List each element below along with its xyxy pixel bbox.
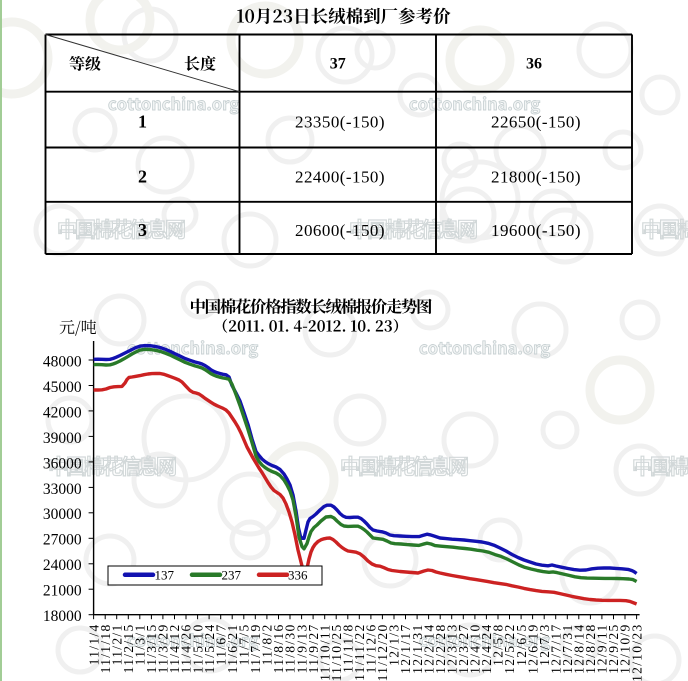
- svg-text:12/6/19: 12/6/19: [525, 624, 540, 674]
- svg-text:33000: 33000: [43, 481, 82, 498]
- svg-text:12/8/14: 12/8/14: [572, 624, 587, 674]
- svg-text:12/3/13: 12/3/13: [444, 624, 459, 674]
- svg-text:12/10/23: 12/10/23: [629, 624, 644, 681]
- svg-text:11/4/12: 11/4/12: [167, 624, 182, 674]
- svg-text:11/12/6: 11/12/6: [364, 624, 379, 674]
- svg-text:12/9/11: 12/9/11: [595, 624, 610, 674]
- svg-text:12/1/31: 12/1/31: [410, 624, 425, 674]
- svg-text:20600(-150): 20600(-150): [295, 221, 385, 240]
- svg-text:11/3/15: 11/3/15: [144, 624, 159, 674]
- svg-text:11/2/15: 11/2/15: [121, 624, 136, 674]
- svg-text:23350(-150): 23350(-150): [295, 113, 385, 132]
- svg-text:237: 237: [222, 567, 242, 582]
- svg-text:42000: 42000: [43, 404, 82, 421]
- svg-text:11/11/22: 11/11/22: [352, 624, 367, 681]
- svg-text:22400(-150): 22400(-150): [295, 168, 385, 187]
- svg-text:30000: 30000: [43, 506, 82, 523]
- svg-text:11/10/25: 11/10/25: [329, 624, 344, 681]
- svg-text:11/3/1: 11/3/1: [133, 624, 148, 666]
- svg-text:11/3/29: 11/3/29: [156, 624, 171, 674]
- svg-text:12/5/8: 12/5/8: [491, 624, 506, 666]
- svg-text:36000: 36000: [43, 455, 82, 472]
- svg-text:11/7/5: 11/7/5: [237, 624, 252, 666]
- svg-text:12/6/5: 12/6/5: [514, 624, 529, 666]
- svg-text:27000: 27000: [43, 532, 82, 549]
- svg-text:12/2/28: 12/2/28: [433, 624, 448, 674]
- svg-text:11/1/4: 11/1/4: [86, 624, 101, 666]
- svg-text:48000: 48000: [43, 353, 82, 370]
- svg-text:11/6/21: 11/6/21: [225, 624, 240, 674]
- svg-text:11/8/16: 11/8/16: [271, 624, 286, 674]
- svg-text:336: 336: [288, 567, 308, 582]
- svg-text:36: 36: [526, 56, 542, 73]
- svg-text:12/5/22: 12/5/22: [502, 624, 517, 674]
- svg-text:22650(-150): 22650(-150): [491, 113, 581, 132]
- svg-text:12/4/10: 12/4/10: [468, 624, 483, 674]
- svg-text:137: 137: [155, 567, 175, 582]
- svg-text:11/8/30: 11/8/30: [283, 624, 298, 674]
- svg-text:11/9/27: 11/9/27: [306, 624, 321, 674]
- svg-text:11/2/1: 11/2/1: [109, 624, 124, 666]
- svg-text:1: 1: [138, 112, 147, 132]
- svg-text:19600(-150): 19600(-150): [491, 221, 581, 240]
- svg-text:11/9/13: 11/9/13: [294, 624, 309, 674]
- svg-text:12/7/31: 12/7/31: [560, 624, 575, 674]
- svg-text:12/2/14: 12/2/14: [421, 624, 436, 674]
- svg-text:12/1/17: 12/1/17: [398, 624, 413, 674]
- svg-text:11/12/20: 11/12/20: [375, 624, 390, 681]
- svg-text:3: 3: [138, 220, 147, 240]
- svg-text:11/1/18: 11/1/18: [98, 624, 113, 674]
- svg-text:12/9/25: 12/9/25: [606, 624, 621, 674]
- svg-text:11/5/10: 11/5/10: [190, 624, 205, 674]
- svg-text:11/8/2: 11/8/2: [260, 624, 275, 666]
- svg-text:11/5/24: 11/5/24: [202, 624, 217, 674]
- svg-text:12/4/24: 12/4/24: [479, 624, 494, 674]
- svg-text:11/7/19: 11/7/19: [248, 624, 263, 674]
- svg-text:11/4/26: 11/4/26: [179, 624, 194, 674]
- svg-text:18000: 18000: [43, 608, 82, 625]
- svg-text:21000: 21000: [43, 583, 82, 600]
- svg-text:11/11/8: 11/11/8: [341, 624, 356, 673]
- svg-text:12/3/27: 12/3/27: [456, 624, 471, 674]
- svg-text:45000: 45000: [43, 379, 82, 396]
- svg-text:11/10/11: 11/10/11: [317, 624, 332, 681]
- svg-text:2: 2: [138, 167, 147, 187]
- svg-text:12/7/3: 12/7/3: [537, 624, 552, 666]
- svg-text:39000: 39000: [43, 430, 82, 447]
- svg-text:12/8/28: 12/8/28: [583, 624, 598, 674]
- svg-text:24000: 24000: [43, 557, 82, 574]
- svg-text:11/6/7: 11/6/7: [213, 624, 228, 666]
- svg-text:37: 37: [330, 56, 346, 73]
- svg-text:12/10/9: 12/10/9: [618, 624, 633, 674]
- svg-text:12/7/17: 12/7/17: [548, 624, 563, 674]
- svg-text:21800(-150): 21800(-150): [491, 168, 581, 187]
- svg-text:12/1/3: 12/1/3: [387, 624, 402, 666]
